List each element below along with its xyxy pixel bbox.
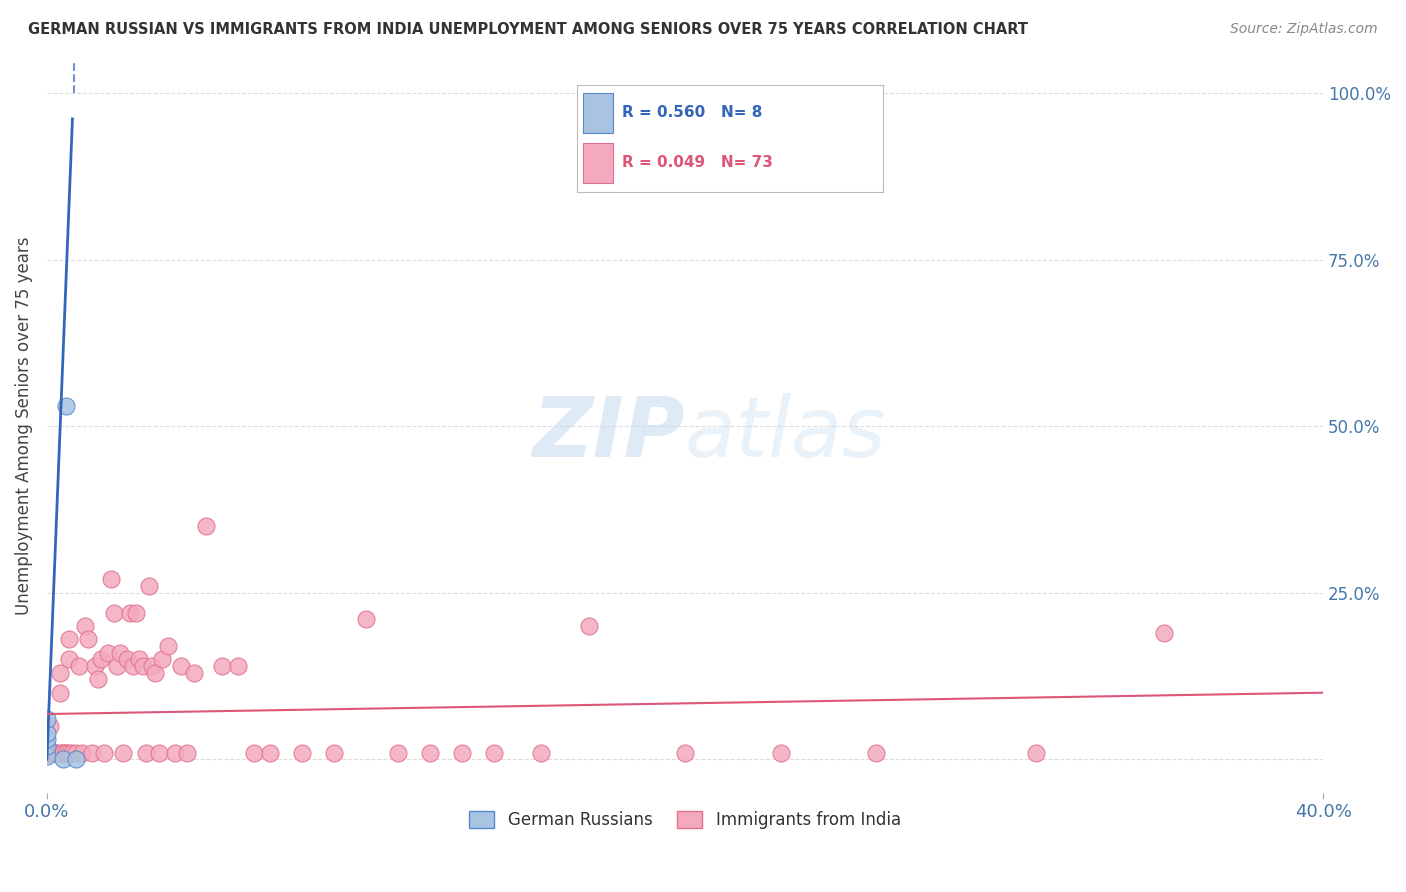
Point [419, 746, 441, 760]
Point [112, 746, 135, 760]
Point [35, 746, 58, 760]
Point [39, 719, 62, 733]
Point [128, 652, 150, 666]
Point [48, 686, 70, 700]
Point [58, 746, 80, 760]
Legend: German Russians, Immigrants from India: German Russians, Immigrants from India [463, 804, 907, 836]
Point [48, 665, 70, 680]
Point [62, 746, 84, 760]
Point [578, 619, 600, 633]
Point [42, 746, 65, 760]
Point [39, 746, 62, 760]
Point [141, 659, 163, 673]
Point [163, 746, 186, 760]
Point [1025, 746, 1047, 760]
Point [35, 732, 58, 747]
Point [80, 746, 103, 760]
Point [35, 712, 58, 726]
Point [55, 399, 77, 413]
Point [35, 746, 58, 760]
Point [75, 619, 97, 633]
Text: GERMAN RUSSIAN VS IMMIGRANTS FROM INDIA UNEMPLOYMENT AMONG SENIORS OVER 75 YEARS: GERMAN RUSSIAN VS IMMIGRANTS FROM INDIA … [28, 22, 1028, 37]
Point [530, 746, 553, 760]
Point [291, 746, 314, 760]
Point [52, 746, 75, 760]
Point [55, 746, 77, 760]
Point [58, 632, 80, 647]
Point [157, 639, 180, 653]
Point [482, 746, 505, 760]
Point [35, 749, 58, 764]
Point [769, 746, 792, 760]
Point [67, 659, 90, 673]
Point [135, 746, 157, 760]
Point [211, 659, 233, 673]
Point [1153, 625, 1175, 640]
Point [65, 746, 87, 760]
Point [93, 746, 115, 760]
Point [83, 659, 105, 673]
Point [259, 746, 281, 760]
Point [176, 746, 198, 760]
Point [96, 646, 118, 660]
Point [105, 659, 128, 673]
Point [450, 746, 472, 760]
Point [45, 746, 67, 760]
Point [131, 659, 153, 673]
Point [323, 746, 346, 760]
Point [125, 606, 148, 620]
Text: atlas: atlas [685, 393, 887, 474]
Point [55, 746, 77, 760]
Point [70, 746, 93, 760]
Point [228, 659, 250, 673]
Point [52, 746, 75, 760]
Y-axis label: Unemployment Among Seniors over 75 years: Unemployment Among Seniors over 75 years [15, 237, 32, 615]
Point [42, 746, 65, 760]
Point [115, 652, 138, 666]
Point [65, 752, 87, 766]
Point [100, 573, 122, 587]
Point [103, 606, 125, 620]
Point [35, 725, 58, 739]
Point [138, 579, 160, 593]
Point [195, 519, 218, 533]
Point [150, 652, 173, 666]
Point [45, 746, 67, 760]
Point [118, 606, 141, 620]
Point [170, 659, 193, 673]
Point [145, 665, 167, 680]
Point [77, 632, 100, 647]
Point [183, 665, 205, 680]
Point [865, 746, 887, 760]
Point [35, 739, 58, 753]
Point [122, 659, 145, 673]
Point [243, 746, 266, 760]
Point [48, 746, 70, 760]
Text: Source: ZipAtlas.com: Source: ZipAtlas.com [1230, 22, 1378, 37]
Point [90, 652, 112, 666]
Point [673, 746, 696, 760]
Point [58, 652, 80, 666]
Point [52, 752, 75, 766]
Text: ZIP: ZIP [533, 393, 685, 474]
Point [35, 746, 58, 760]
Point [110, 646, 132, 660]
Point [87, 673, 110, 687]
Point [354, 612, 377, 626]
Point [387, 746, 409, 760]
Point [148, 746, 170, 760]
